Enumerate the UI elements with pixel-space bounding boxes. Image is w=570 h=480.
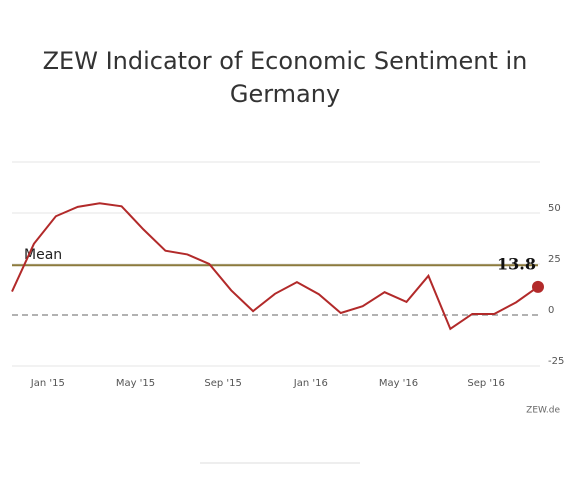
x-tick-label: Sep '15	[204, 378, 242, 389]
last-value-label: 13.8	[497, 254, 536, 273]
source: ZEW.de	[526, 406, 560, 416]
x-tick-label: Sep '16	[467, 378, 505, 389]
x-tick-label: Jan '15	[30, 378, 65, 389]
x-tick-label: Jan '16	[293, 378, 328, 389]
y-tick-label: 25	[548, 254, 561, 265]
chart-title: ZEW Indicator of Economic Sentiment in	[43, 47, 528, 75]
y-tick-label: -25	[548, 356, 564, 367]
line	[11, 202, 539, 331]
y-tick-label: 0	[548, 305, 554, 316]
last-point	[532, 280, 544, 293]
x-tick-label: May '15	[116, 378, 155, 389]
mean-label: Mean	[24, 247, 62, 263]
chart-title: Germany	[230, 80, 340, 108]
x-tick-label: May '16	[379, 378, 418, 389]
y-tick-label: 50	[548, 203, 561, 214]
